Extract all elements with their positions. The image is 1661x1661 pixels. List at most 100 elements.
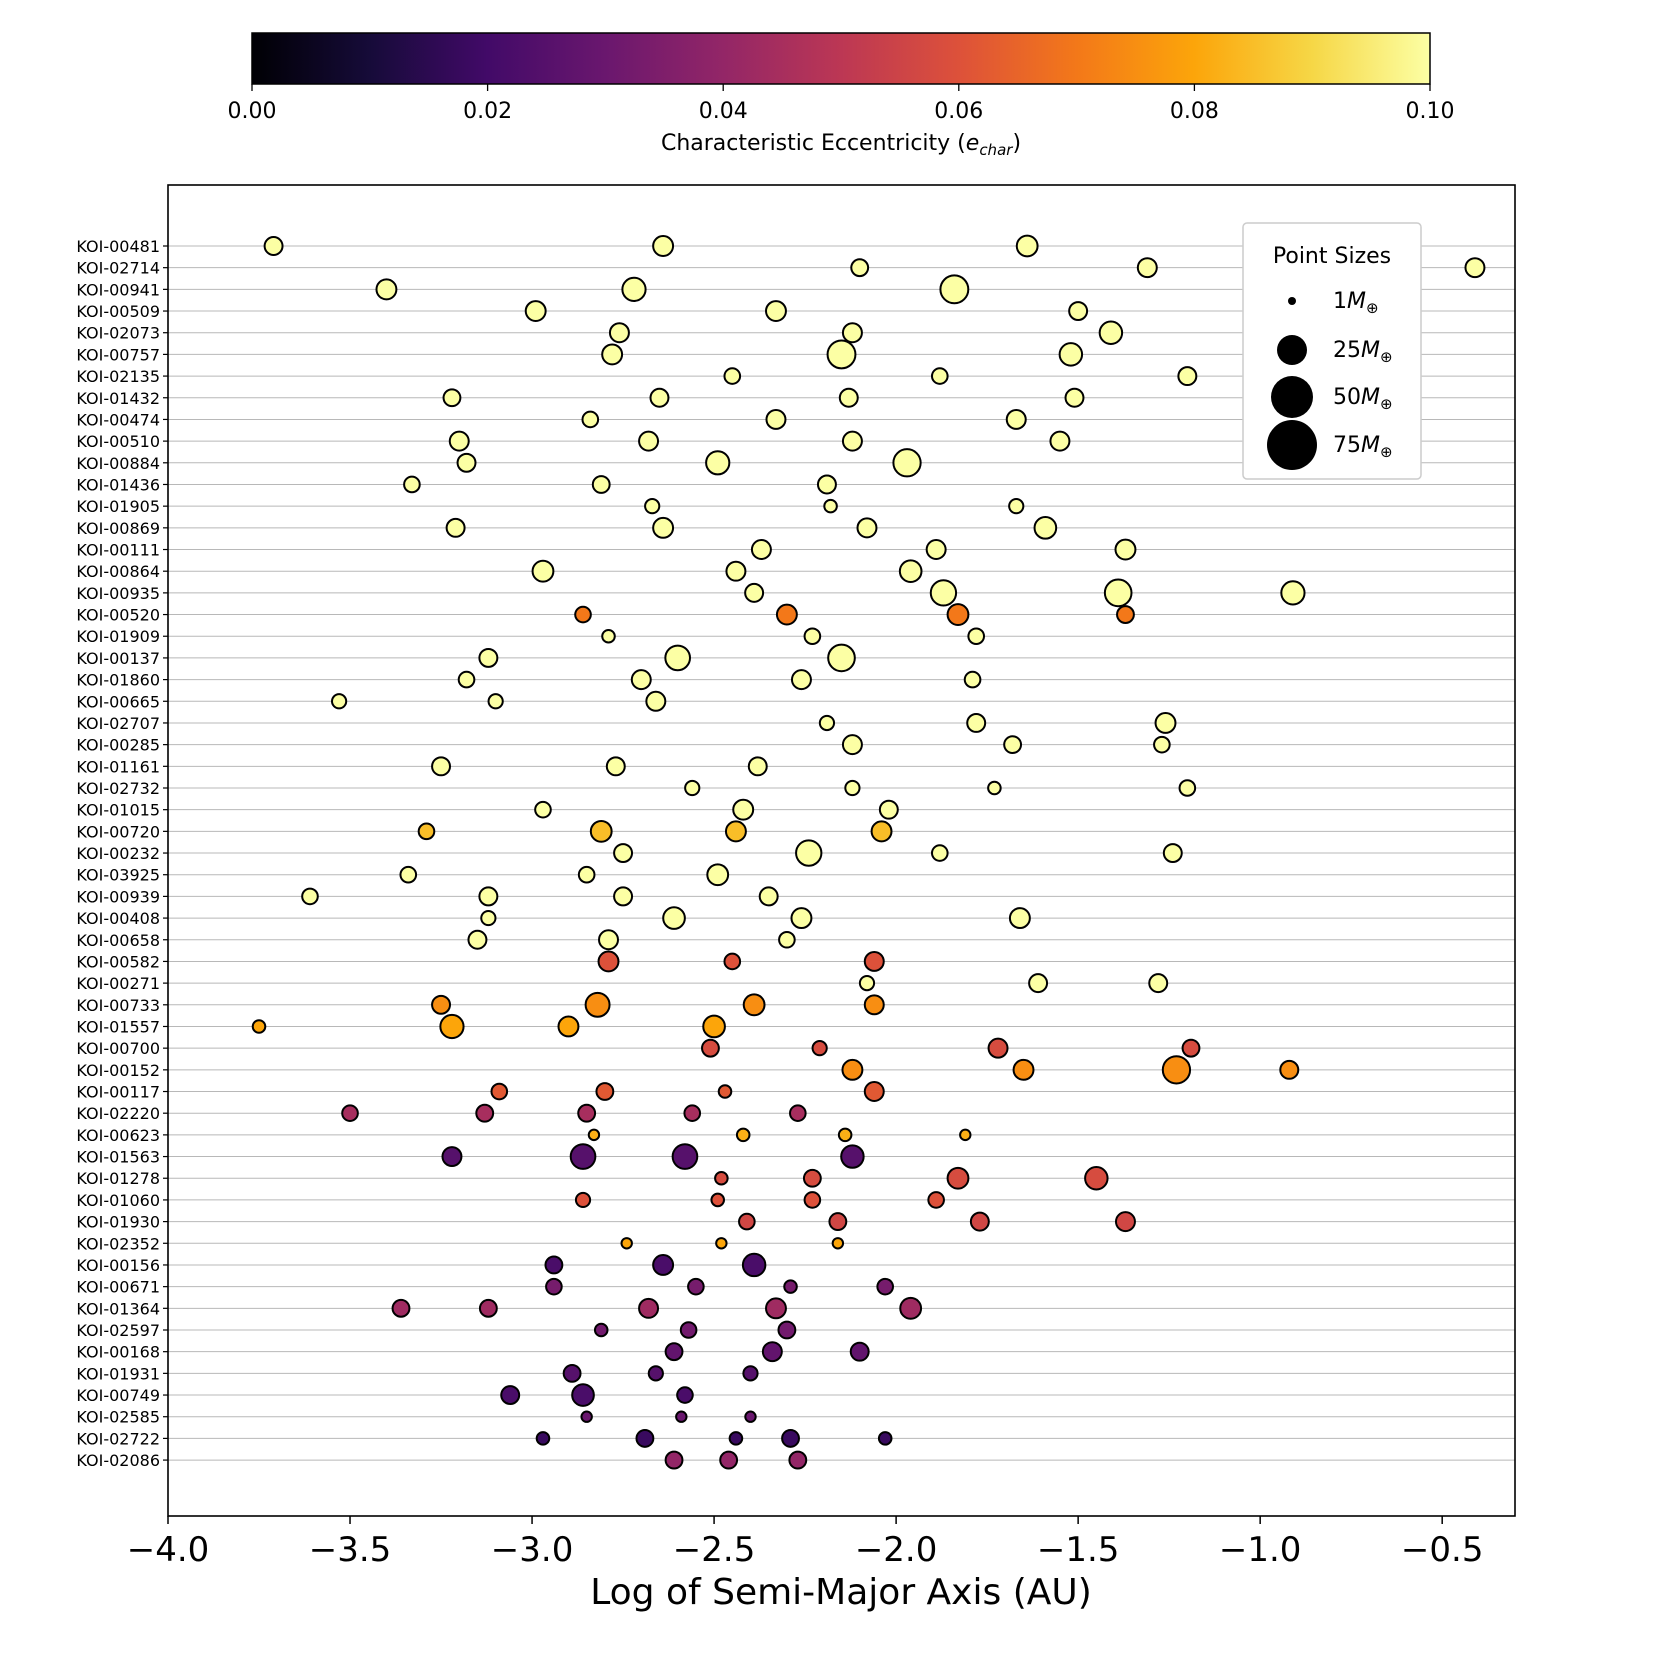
planet-point — [331, 693, 348, 710]
planet-point — [1028, 973, 1049, 994]
planet-point — [966, 712, 987, 733]
y-tick-label: KOI-03925 — [76, 866, 160, 885]
planet-point — [899, 1296, 923, 1320]
y-tick-label: KOI-02220 — [76, 1104, 160, 1123]
y-tick-label: KOI-00481 — [76, 237, 160, 256]
planet-point — [448, 430, 470, 452]
planet-point — [557, 1015, 580, 1038]
planet-point — [1162, 843, 1183, 864]
y-tick-label: KOI-02585 — [76, 1408, 160, 1427]
planet-point — [811, 1040, 828, 1057]
planet-point — [676, 1386, 694, 1404]
y-tick-label: KOI-00623 — [76, 1126, 160, 1145]
planet-point — [251, 1019, 267, 1034]
planet-point — [827, 643, 856, 673]
planet-point — [431, 756, 452, 777]
planet-point — [930, 367, 949, 385]
planet-point — [802, 1168, 822, 1188]
planet-point — [403, 475, 421, 494]
planet-point — [467, 929, 488, 950]
planet-point — [841, 322, 863, 344]
planet-point — [1103, 578, 1133, 608]
planet-point — [747, 756, 768, 777]
planet-point — [664, 644, 692, 672]
planet-point — [1049, 430, 1071, 452]
planet-point — [781, 1428, 800, 1448]
planet-point — [1033, 516, 1058, 540]
planet-point — [927, 1191, 945, 1209]
colorbar-tick-label: 0.04 — [699, 99, 748, 124]
y-tick-labels: KOI-00481 KOI-02714 KOI-00941 KOI-00509 KOI-… — [76, 237, 168, 1470]
colorbar-tick-label: 0.06 — [934, 99, 983, 124]
legend-label: 1M⊕ — [1333, 289, 1379, 317]
planet-point — [775, 603, 798, 626]
planet-point — [478, 1298, 498, 1318]
y-tick-label: KOI-00408 — [76, 909, 160, 928]
planet-point — [823, 498, 838, 514]
y-tick-label: KOI-01364 — [76, 1299, 160, 1318]
planet-point — [878, 799, 899, 820]
colorbar-gradient — [251, 32, 1431, 85]
planet-point — [500, 1385, 521, 1406]
planet-point — [1015, 234, 1039, 258]
planet-point — [724, 820, 747, 843]
planet-point — [652, 1254, 675, 1276]
planet-point — [987, 1037, 1009, 1059]
planet-point — [765, 408, 787, 430]
planet-point — [877, 1431, 893, 1446]
planet-point — [375, 278, 398, 301]
y-tick-label: KOI-00271 — [76, 974, 160, 993]
planet-point — [601, 343, 624, 366]
planet-point — [1161, 1055, 1192, 1085]
planet-point — [1464, 257, 1486, 279]
planet-point — [946, 1166, 970, 1190]
y-tick-label: KOI-00720 — [76, 822, 160, 841]
colorbar-label: Characteristic Eccentricity (echar) — [661, 131, 1021, 159]
x-tick-label: −1.5 — [1037, 1530, 1120, 1570]
planet-point — [417, 822, 436, 841]
x-axis-label: Log of Semi-Major Axis (AU) — [590, 1572, 1092, 1613]
planet-point — [837, 1127, 853, 1143]
planet-point — [457, 670, 476, 689]
planet-point — [803, 627, 822, 646]
planet-point — [613, 886, 634, 907]
y-tick-label: KOI-01905 — [76, 497, 160, 516]
y-tick-label: KOI-01060 — [76, 1191, 160, 1210]
planet-point — [778, 930, 796, 949]
y-tick-label: KOI-00137 — [76, 649, 160, 668]
legend-entries: 1M⊕ 25M⊕ 50M⊕ 75M⊕ — [1267, 289, 1393, 470]
planet-point — [597, 950, 620, 973]
planet-point — [1008, 498, 1025, 515]
y-tick-label: KOI-01557 — [76, 1017, 160, 1036]
y-tick-label: KOI-02352 — [76, 1234, 160, 1253]
planet-point — [750, 539, 772, 560]
y-tick-label: KOI-00941 — [76, 280, 160, 299]
x-tick-label: −3.5 — [309, 1530, 392, 1570]
planet-point — [587, 1128, 601, 1142]
y-tick-label: KOI-00509 — [76, 302, 160, 321]
planet-point — [544, 1255, 564, 1275]
planet-point — [702, 1014, 726, 1039]
planet-point — [1114, 1211, 1136, 1233]
legend-marker — [1267, 420, 1317, 470]
y-tick-label: KOI-02722 — [76, 1429, 160, 1448]
planet-point — [574, 1191, 592, 1209]
planet-point — [613, 843, 634, 864]
planet-point — [706, 863, 730, 887]
planet-point — [765, 300, 787, 322]
planet-point — [840, 1144, 865, 1169]
planet-point — [601, 628, 616, 644]
x-tick-label: −4.0 — [127, 1530, 210, 1570]
planet-point — [826, 339, 857, 370]
planet-point — [841, 734, 863, 756]
planet-point — [1068, 301, 1089, 322]
planet-point — [605, 756, 626, 777]
planet-point — [1154, 712, 1177, 734]
planet-point — [1153, 735, 1171, 754]
planet-point — [856, 517, 878, 539]
planet-point — [1012, 1058, 1035, 1081]
y-tick-label: KOI-01931 — [76, 1364, 160, 1383]
planet-point — [591, 475, 611, 494]
planet-point — [441, 1146, 463, 1168]
